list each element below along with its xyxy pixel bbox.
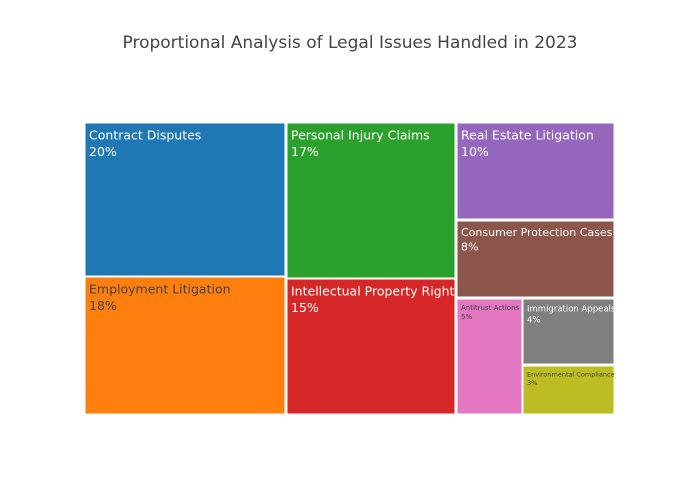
- tile-label: Antitrust Actions: [461, 304, 520, 312]
- tile-rect[interactable]: [456, 298, 523, 415]
- tile-rect[interactable]: [286, 278, 456, 415]
- tile-label: Consumer Protection Cases: [461, 226, 613, 239]
- tile-label: Personal Injury Claims: [291, 128, 430, 143]
- tile-value-label: 18%: [89, 298, 117, 313]
- tile-label: Environmental Compliance: [527, 371, 615, 379]
- tile-value-label: 20%: [89, 144, 117, 159]
- tile-label: Real Estate Litigation: [461, 128, 594, 143]
- tile-value-label: 10%: [461, 144, 489, 159]
- tile-value-label: 3%: [527, 379, 537, 387]
- tile-rect[interactable]: [522, 298, 615, 365]
- tile-value-label: 17%: [291, 144, 319, 159]
- tile-value-label: 5%: [461, 313, 472, 321]
- tile-label: Contract Disputes: [89, 128, 201, 143]
- tile-label: Intellectual Property Rights: [291, 284, 461, 299]
- chart-title: Proportional Analysis of Legal Issues Ha…: [122, 33, 578, 53]
- tile-value-label: 8%: [461, 240, 478, 253]
- tile-rect[interactable]: [456, 220, 615, 298]
- tile-rect[interactable]: [286, 122, 456, 279]
- tile-rect[interactable]: [522, 365, 615, 415]
- tile-value-label: 4%: [527, 316, 541, 326]
- tile-rect[interactable]: [456, 122, 615, 220]
- tile-rect[interactable]: [84, 122, 286, 277]
- tile-rect[interactable]: [84, 276, 286, 415]
- tile-value-label: 15%: [291, 300, 319, 315]
- tile-label: Immigration Appeals: [527, 305, 616, 315]
- tile-label: Employment Litigation: [89, 282, 231, 297]
